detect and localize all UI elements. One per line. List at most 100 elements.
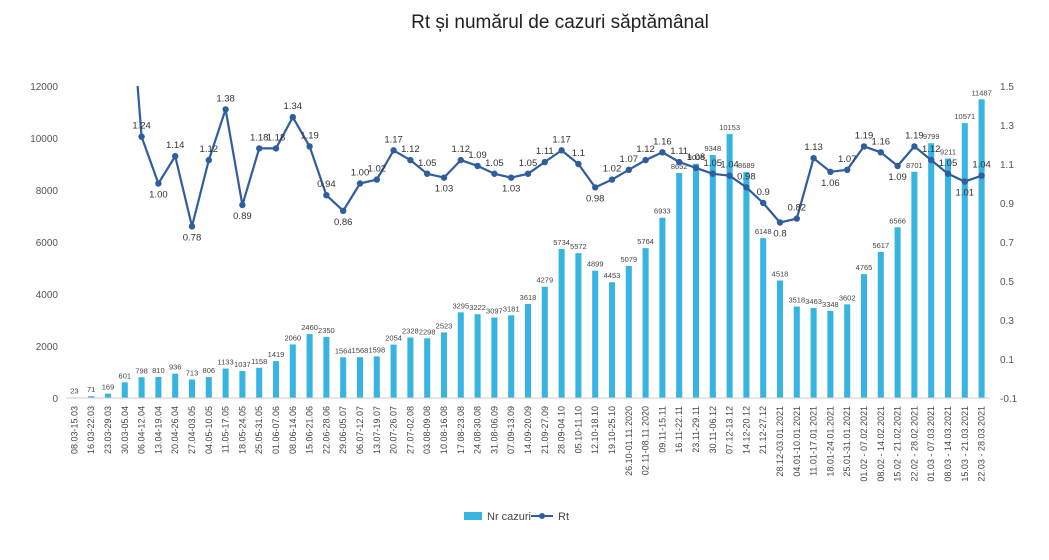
bar-data-label: 11487 — [971, 88, 991, 97]
rt-data-label: 1.16 — [872, 136, 891, 147]
bar-nr-cazuri — [289, 344, 296, 398]
rt-data-label: 0.78 — [183, 232, 202, 243]
rt-point — [575, 160, 582, 168]
bar-data-label: 4518 — [772, 270, 789, 279]
bar-nr-cazuri — [222, 368, 229, 398]
x-tick-label: 29.06-05.07 — [338, 406, 348, 454]
bar-data-label: 936 — [169, 363, 182, 372]
bar-data-label: 3618 — [520, 293, 537, 302]
bar-data-label: 1598 — [368, 345, 385, 354]
bar-nr-cazuri — [726, 134, 733, 398]
rt-data-label: 1.05 — [939, 158, 958, 169]
bar-nr-cazuri — [659, 217, 666, 398]
bar-nr-cazuri — [88, 396, 95, 398]
bar-data-label: 6566 — [889, 216, 906, 225]
rt-point — [239, 201, 246, 209]
bar-nr-cazuri — [844, 304, 851, 398]
bar-nr-cazuri — [642, 248, 649, 398]
legend-swatch-nr-cazuri — [464, 512, 482, 520]
rt-point — [558, 147, 565, 154]
rt-point — [440, 174, 448, 181]
bar-nr-cazuri — [810, 307, 817, 398]
x-tick-label: 09.11-15.11 — [657, 406, 667, 453]
y-left-tick-label: 10000 — [30, 134, 58, 145]
x-tick-label: 08.02 - 14.02.2021 — [876, 406, 886, 482]
bar-nr-cazuri — [524, 303, 532, 398]
bar-data-label: 5079 — [620, 255, 637, 264]
rt-point — [860, 143, 868, 150]
x-tick-label: 14.09-20.09 — [523, 406, 533, 454]
bar-nr-cazuri — [440, 332, 448, 398]
bar-data-label: 8701 — [906, 161, 923, 170]
y-left-tick-label: 12000 — [30, 82, 58, 93]
rt-data-label: 1.02 — [368, 164, 387, 175]
rt-data-label: 0.9 — [757, 187, 770, 198]
rt-data-label: 1.09 — [888, 172, 907, 183]
x-tick-label: 11.05-17.05 — [221, 406, 231, 453]
rt-point — [911, 143, 918, 150]
x-tick-label: 23.11-29.11 — [691, 406, 701, 453]
bar-data-label: 1564 — [335, 346, 352, 355]
rt-point — [776, 219, 784, 226]
x-axis: 08.03-15.03 16.03-22.03 23.03-29.03 30.03-0… — [66, 397, 990, 482]
rt-point — [894, 162, 901, 170]
x-tick-label: 08.03-15.03 — [69, 406, 79, 454]
rt-point — [172, 153, 179, 160]
bar-nr-cazuri — [373, 356, 380, 398]
bar-nr-cazuri — [390, 344, 397, 398]
rt-point — [390, 147, 397, 154]
rt-data-label: 1.18 — [267, 132, 286, 143]
rt-data-label: 1.12 — [636, 144, 655, 155]
rt-data-label: 0.86 — [334, 217, 353, 228]
y-right-tick-label: 0.7 — [1000, 238, 1014, 249]
bar-data-label: 3295 — [452, 301, 469, 310]
bar-nr-cazuri — [138, 377, 145, 398]
bar-nr-cazuri — [104, 393, 112, 398]
rt-point — [491, 170, 498, 177]
x-tick-label: 25.05-31.05 — [254, 406, 264, 454]
rt-data-label: 1.03 — [435, 184, 454, 195]
rt-point — [222, 106, 229, 113]
x-tick-label: 28.12-03.01.2021 — [775, 406, 785, 477]
y-right-tick-label: 0.9 — [1000, 199, 1014, 210]
rt-point — [457, 156, 464, 164]
bar-nr-cazuri — [205, 377, 212, 398]
rt-point — [356, 180, 364, 187]
rt-data-label: 1.09 — [468, 150, 487, 161]
rt-point — [474, 162, 481, 170]
bar-nr-cazuri — [911, 171, 918, 398]
rt-point — [793, 215, 800, 222]
x-tick-label: 27.07-02.08 — [405, 406, 415, 454]
rt-point — [743, 184, 750, 191]
bar-nr-cazuri — [608, 282, 616, 398]
bar-nr-cazuri — [155, 376, 162, 398]
rt-point — [188, 223, 196, 230]
bar-nr-cazuri — [676, 173, 683, 398]
x-tick-label: 22.03 - 28.03.2021 — [977, 406, 987, 482]
rt-data-label: 1.11 — [670, 146, 688, 157]
rt-data-label: 1.05 — [485, 158, 504, 169]
x-tick-label: 31.08-06.09 — [489, 406, 499, 454]
chart-title: Rt și numărul de cazuri săptămânal — [411, 12, 709, 33]
bar-data-label: 2328 — [402, 326, 419, 335]
rt-data-label: 1.12 — [200, 144, 219, 155]
y-left-tick-label: 6000 — [36, 238, 59, 249]
bar-nr-cazuri — [407, 337, 414, 398]
rt-data-label: 0.8 — [773, 229, 786, 240]
rt-point — [877, 149, 884, 156]
x-tick-label: 22.06-28.06 — [321, 406, 331, 454]
rt-data-label: 1.19 — [300, 130, 319, 141]
rt-point — [256, 145, 263, 152]
bar-nr-cazuri — [760, 238, 767, 398]
rt-data-label: 1.05 — [704, 158, 723, 169]
x-tick-label: 20.04-26.04 — [170, 406, 180, 454]
y-left-tick-label: 4000 — [36, 290, 59, 301]
x-tick-label: 03.08-09.08 — [422, 406, 432, 454]
rt-point — [659, 149, 666, 156]
x-tick-label: 15.02 - 21.02.2021 — [893, 406, 903, 482]
bar-data-label: 23 — [70, 386, 78, 395]
rt-point — [760, 199, 767, 207]
rt-data-label: 1.07 — [620, 154, 639, 165]
